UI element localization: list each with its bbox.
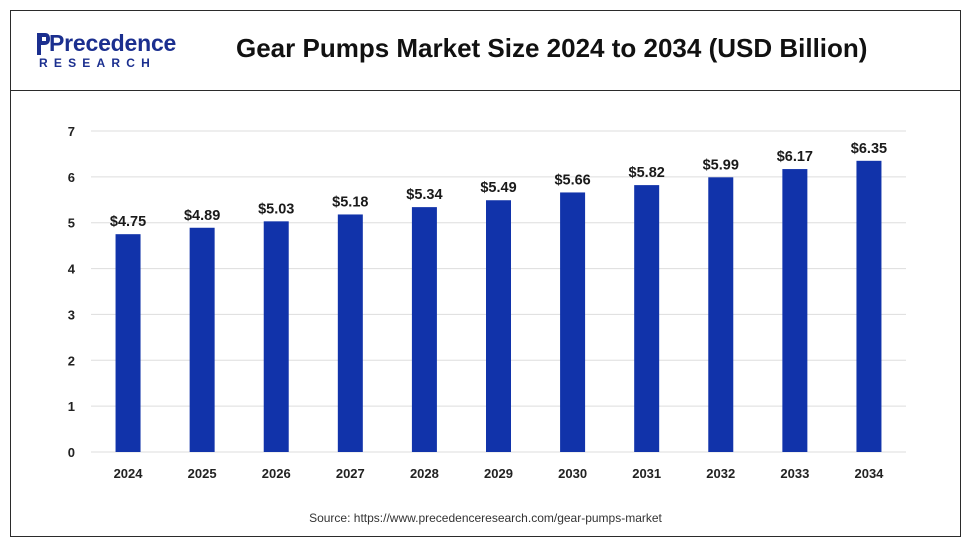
y-tick-label: 6 (68, 170, 75, 185)
x-tick-label-2024: 2024 (114, 466, 144, 481)
chart-title: Gear Pumps Market Size 2024 to 2034 (USD… (236, 33, 868, 63)
bars (115, 160, 882, 453)
source-note: Source: https://www.precedenceresearch.c… (309, 511, 662, 525)
chart-frame: Precedence RESEARCH Gear Pumps Market Si… (10, 10, 961, 537)
data-label-2034: $6.35 (851, 141, 887, 157)
x-tick-label-2026: 2026 (262, 466, 291, 481)
bar-2034 (856, 160, 882, 453)
x-tick-label-2033: 2033 (780, 466, 809, 481)
header: Precedence RESEARCH Gear Pumps Market Si… (11, 11, 960, 91)
y-tick-label: 7 (68, 124, 75, 139)
logo-mark-icon (37, 33, 50, 55)
y-tick-label: 3 (68, 307, 75, 322)
x-tick-label-2034: 2034 (854, 466, 884, 481)
bar-2024 (115, 234, 141, 452)
bar-2032 (708, 177, 734, 452)
x-axis-ticks: 2024 2025 2026 2027 2028 2029 2030 2031 2032 2033… (114, 466, 885, 481)
logo-sub-text: RESEARCH (39, 56, 156, 70)
data-label-2029: $5.49 (480, 180, 516, 196)
bar-2026 (263, 221, 289, 452)
data-label-2027: $5.18 (332, 194, 368, 210)
bar-2028 (411, 207, 437, 452)
x-tick-label-2027: 2027 (336, 466, 365, 481)
y-tick-label: 1 (68, 399, 75, 414)
x-tick-label-2032: 2032 (706, 466, 735, 481)
data-label-2030: $5.66 (554, 172, 590, 188)
data-label-2024: $4.75 (110, 214, 146, 230)
data-label-2025: $4.89 (184, 208, 220, 224)
x-tick-label-2029: 2029 (484, 466, 513, 481)
bar-2025 (189, 227, 215, 452)
x-tick-label-2025: 2025 (188, 466, 217, 481)
bar-2027 (337, 214, 363, 452)
y-tick-label: 0 (68, 445, 75, 460)
data-label-2028: $5.34 (406, 187, 442, 203)
y-tick-label: 5 (68, 216, 75, 231)
logo-main-text: Precedence (49, 30, 177, 56)
bar-2030 (560, 192, 586, 452)
y-tick-label: 4 (68, 262, 76, 277)
bar-2033 (782, 169, 808, 452)
data-label-2032: $5.99 (703, 157, 739, 173)
data-label-2031: $5.82 (629, 165, 665, 181)
data-labels: $4.75 $4.89 $5.03 $5.18 $5.34 $5.49 $5.66 $5.82… (110, 141, 887, 230)
x-tick-label-2031: 2031 (632, 466, 661, 481)
y-axis-ticks: 0 1 2 3 4 5 6 7 (68, 124, 76, 460)
y-tick-label: 2 (68, 353, 75, 368)
bar-2031 (634, 185, 660, 452)
x-tick-label-2028: 2028 (410, 466, 439, 481)
data-label-2026: $5.03 (258, 201, 294, 217)
company-logo: Precedence RESEARCH (33, 29, 193, 77)
x-tick-label-2030: 2030 (558, 466, 587, 481)
data-label-2033: $6.17 (777, 149, 813, 165)
bar-2029 (486, 200, 511, 452)
